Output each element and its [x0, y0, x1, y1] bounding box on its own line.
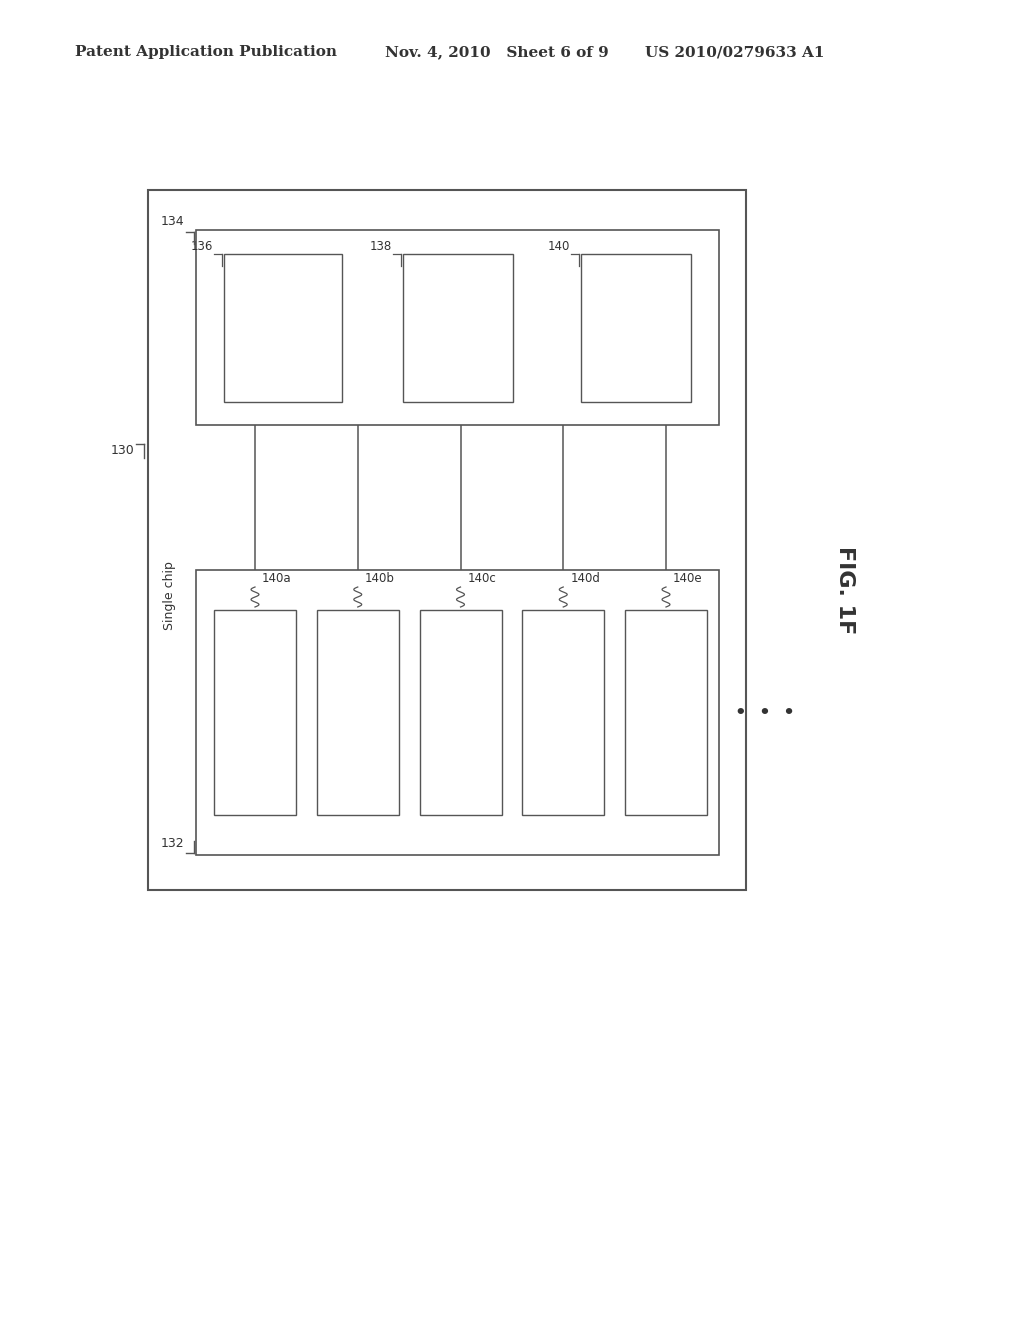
Text: 140b: 140b	[365, 572, 394, 585]
Text: 140d: 140d	[570, 572, 600, 585]
Text: Memory: Memory	[451, 300, 465, 356]
Text: WLAN: WLAN	[659, 694, 673, 731]
Bar	[522, 610, 604, 814]
Text: US 2010/0279633 A1: US 2010/0279633 A1	[645, 45, 824, 59]
Text: 138: 138	[370, 239, 391, 252]
Text: FM Rx/Tx: FM Rx/Tx	[454, 684, 467, 742]
Text: Cell Radio: Cell Radio	[249, 681, 261, 744]
Bar	[148, 190, 746, 890]
Bar	[402, 253, 512, 401]
Text: FIG. 1F: FIG. 1F	[835, 546, 855, 634]
Bar	[214, 610, 296, 814]
Text: Processor: Processor	[276, 294, 290, 360]
Bar	[625, 610, 707, 814]
Text: 140c: 140c	[468, 572, 497, 585]
Text: 130: 130	[111, 445, 134, 458]
Bar	[581, 253, 691, 401]
Text: 140e: 140e	[673, 572, 702, 585]
Text: Nov. 4, 2010   Sheet 6 of 9: Nov. 4, 2010 Sheet 6 of 9	[385, 45, 608, 59]
Text: 134: 134	[161, 215, 184, 228]
Text: Single chip: Single chip	[164, 561, 176, 631]
Bar	[196, 230, 719, 425]
Text: •  •  •: • • •	[735, 704, 795, 722]
Bar	[316, 610, 398, 814]
Bar	[196, 570, 719, 855]
Text: GPS: GPS	[557, 700, 569, 725]
Text: Bluetooth Radio: Bluetooth Radio	[351, 663, 365, 763]
Text: 136: 136	[190, 239, 213, 252]
Text: Patent Application Publication: Patent Application Publication	[75, 45, 337, 59]
Text: PTU: PTU	[629, 314, 643, 341]
Text: 140a: 140a	[262, 572, 292, 585]
Text: 140: 140	[548, 239, 570, 252]
Bar	[420, 610, 502, 814]
Bar	[224, 253, 342, 401]
Text: 132: 132	[161, 837, 184, 850]
